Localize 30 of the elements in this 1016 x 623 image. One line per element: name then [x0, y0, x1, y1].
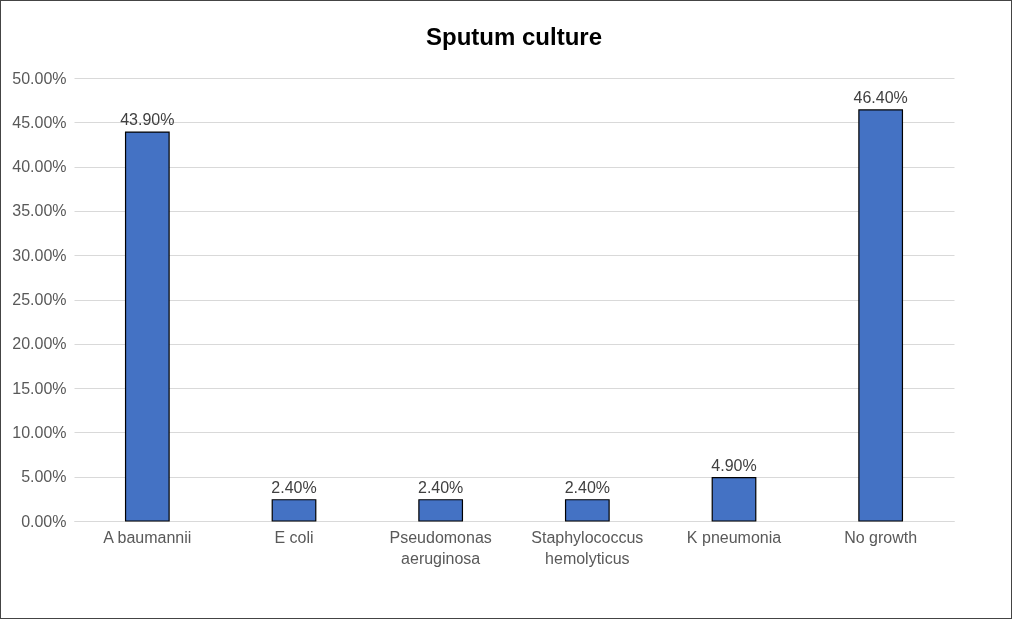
x-tick-label: No growth — [844, 528, 918, 546]
y-tick-label: 0.00% — [21, 512, 67, 530]
y-tick-label: 5.00% — [21, 468, 67, 486]
y-tick-label: 40.00% — [12, 158, 67, 176]
y-tick-label: 30.00% — [12, 246, 67, 264]
data-label: 2.40% — [564, 478, 611, 496]
y-tick-label: 45.00% — [12, 113, 67, 131]
bar — [711, 476, 757, 522]
data-label: 4.90% — [711, 456, 757, 474]
bar — [418, 499, 464, 522]
bar — [858, 109, 904, 522]
x-tick-label: A baumannii — [103, 528, 192, 546]
y-tick-label: 10.00% — [12, 423, 67, 441]
bar — [124, 131, 170, 522]
data-label: 46.40% — [853, 88, 908, 106]
data-label: 43.90% — [120, 111, 175, 129]
y-tick-label: 50.00% — [12, 69, 67, 87]
data-label: 2.40% — [271, 478, 317, 496]
y-tick-label: 20.00% — [12, 335, 67, 353]
x-tick-label: K pneumonia — [686, 528, 782, 546]
y-tick-label: 35.00% — [12, 202, 67, 220]
x-tick-label: Staphylococcus hemolyticus — [531, 528, 644, 567]
x-tick-label: E coli — [274, 528, 314, 546]
x-tick-label: Pseudomonas aeruginosa — [389, 528, 492, 567]
chart-title: Sputum culture — [425, 23, 603, 50]
bar — [564, 499, 610, 522]
y-tick-label: 15.00% — [12, 379, 67, 397]
data-label: 2.40% — [417, 478, 464, 496]
y-tick-label: 25.00% — [12, 291, 67, 308]
bar — [271, 499, 317, 522]
